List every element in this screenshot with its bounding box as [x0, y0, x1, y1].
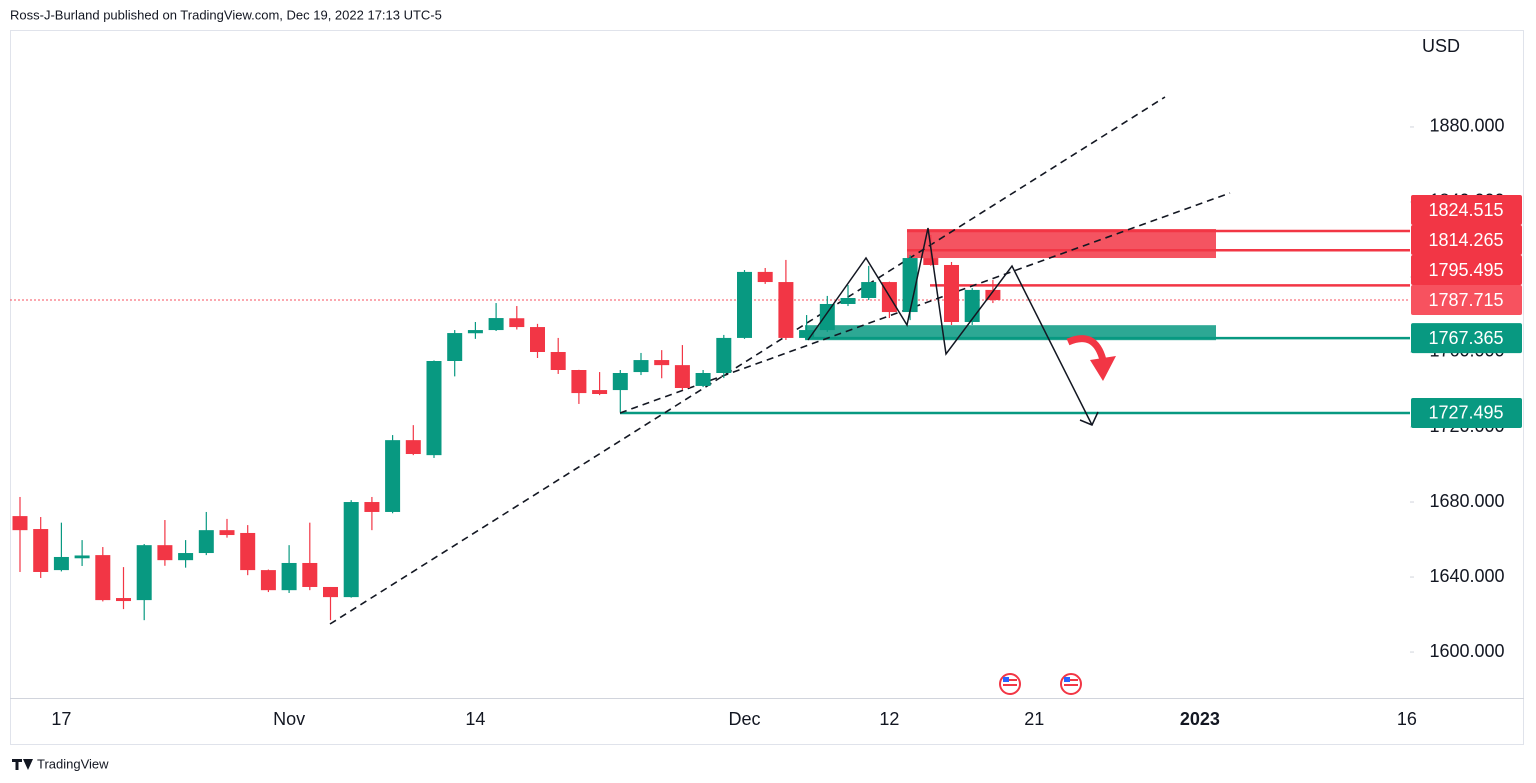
price-label-box [1411, 255, 1522, 286]
candle-body [33, 529, 49, 572]
candle-body [819, 303, 835, 331]
trendlines [329, 96, 1231, 625]
candle-body [281, 562, 297, 591]
price-label-box [1411, 195, 1522, 226]
trendline [329, 96, 1166, 625]
candle-body [861, 282, 877, 298]
published-note: Ross-J-Burland published on TradingView.… [10, 7, 442, 22]
candle-body [157, 545, 173, 561]
candle-body [136, 545, 152, 601]
candle-body [240, 532, 256, 571]
candle-body [592, 390, 608, 395]
candle-body [447, 333, 463, 361]
x-tick-label: 14 [465, 709, 485, 729]
candle-body [530, 327, 545, 352]
candle-body [426, 360, 442, 456]
candle-body [385, 440, 401, 512]
candle-body [364, 502, 380, 512]
candle-body [654, 360, 670, 366]
candle-body [923, 258, 939, 265]
candle-body [178, 553, 194, 561]
bearish-arrow-head [1090, 356, 1116, 381]
candle-body [571, 370, 587, 394]
candle-body [74, 555, 90, 559]
price-label: 1824.515 [1428, 200, 1503, 220]
x-tick-label: 17 [51, 709, 71, 729]
x-tick-label: 21 [1024, 709, 1044, 729]
candle-body [902, 258, 918, 313]
candle-body [405, 440, 421, 455]
candle-body [985, 289, 1001, 301]
trendline [619, 192, 1231, 414]
chart-frame [10, 30, 1524, 745]
candle-body [737, 271, 752, 338]
candle-body [944, 264, 959, 322]
candle-body [633, 360, 649, 373]
candle-body [219, 530, 235, 536]
candle-body [53, 556, 69, 571]
price-label: 1727.495 [1428, 403, 1503, 423]
price-label: 1814.265 [1428, 230, 1503, 250]
x-tick-label: 12 [879, 709, 899, 729]
arrow-head [1079, 411, 1099, 426]
candle-body [840, 297, 856, 304]
candle-body [12, 516, 28, 531]
demand-zone [805, 325, 1216, 341]
price-label-box [1411, 323, 1522, 354]
candle-body [757, 271, 773, 283]
price-label-box [1411, 285, 1522, 316]
price-label: 1795.495 [1428, 260, 1503, 280]
x-tick-label: 2023 [1180, 709, 1220, 729]
candle-body [343, 502, 359, 598]
candle-body [674, 365, 690, 389]
brand-logo [12, 759, 33, 770]
candle-body [260, 570, 276, 591]
candle-body [323, 586, 338, 598]
y-tick-label: 1600.000 [1429, 641, 1504, 661]
x-tick-label: Nov [273, 709, 305, 729]
event-icon [1060, 673, 1082, 695]
candle-body [799, 330, 815, 338]
x-tick-label: 16 [1397, 709, 1417, 729]
price-label-box [1411, 397, 1522, 428]
price-label: 1767.365 [1428, 328, 1503, 348]
candle-body [695, 373, 711, 386]
candle-body [778, 282, 794, 338]
brand-name: TradingView [37, 756, 109, 771]
currency-label: USD [1422, 36, 1460, 56]
bearish-arrow [1066, 335, 1107, 362]
y-tick-label: 1680.000 [1429, 491, 1504, 511]
price-label: 1787.715 [1428, 290, 1503, 310]
event-icon [999, 673, 1021, 695]
candle-body [612, 373, 628, 391]
x-tick-label: Dec [728, 709, 760, 729]
pattern-projection [807, 227, 1093, 426]
candle-body [964, 289, 980, 322]
candle-body [716, 337, 732, 374]
candle-body [550, 351, 566, 371]
y-tick-label: 1640.000 [1429, 566, 1504, 586]
candle-body [95, 555, 111, 601]
candle-body [116, 598, 131, 602]
candle-body [302, 562, 318, 587]
candle-body [467, 330, 483, 334]
candle-body [198, 530, 214, 554]
y-tick-label: 1880.000 [1429, 116, 1504, 136]
price-label-box [1411, 225, 1522, 256]
candle-body [488, 318, 504, 331]
candle-body [509, 318, 525, 328]
